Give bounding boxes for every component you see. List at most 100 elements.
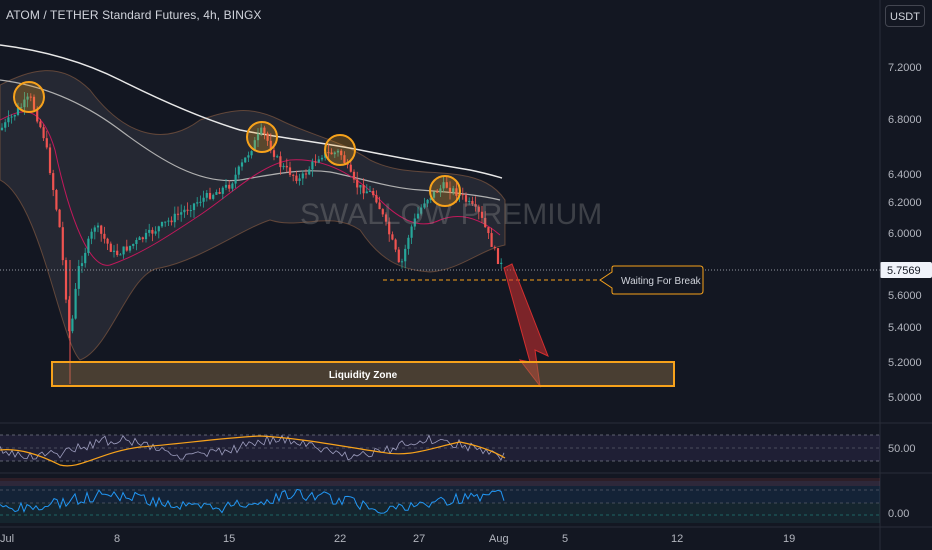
candle-body (39, 121, 42, 128)
price-tick: 6.0000 (888, 228, 922, 240)
candle-body (404, 248, 407, 262)
candle-body (189, 210, 192, 212)
candle-body (429, 197, 432, 200)
candle-body (58, 209, 61, 228)
candle-body (474, 204, 477, 207)
candle-body (487, 227, 490, 234)
candle-body (71, 318, 74, 332)
candle-body (116, 250, 119, 255)
candle-body (327, 152, 330, 154)
oscillator-pane-1: 50.00 (0, 434, 916, 467)
candle-body (16, 108, 20, 115)
candle-body (68, 299, 71, 332)
ma-mid (0, 79, 501, 201)
price-tick: 5.4000 (888, 322, 922, 334)
candle-body (397, 249, 400, 263)
candle-body (400, 261, 404, 263)
candle-body (244, 157, 247, 163)
candle-body (500, 262, 503, 264)
time-tick: 19 (783, 533, 795, 545)
candle-body (413, 218, 416, 227)
chart-title: ATOM / TETHER Standard Futures, 4h, BING… (6, 8, 262, 22)
candle-body (212, 194, 215, 199)
candle-body (288, 167, 292, 175)
currency-button[interactable]: USDT (885, 5, 925, 27)
candle-body (260, 127, 263, 134)
candle-body (128, 245, 132, 251)
ma-long (0, 44, 503, 179)
candle-body (0, 127, 4, 130)
candle-body (295, 175, 298, 181)
candle-body (436, 191, 439, 193)
candle-body (484, 217, 487, 228)
waiting-label: Waiting For Break (621, 276, 702, 287)
candle-body (256, 133, 260, 141)
candle-body (468, 200, 471, 202)
candle-body (314, 161, 317, 163)
time-tick: Aug (489, 533, 509, 545)
candle-body (423, 203, 426, 208)
candle-body (26, 96, 29, 100)
candle-body (455, 188, 458, 196)
candle-body (196, 202, 199, 204)
price-tick: 5.0000 (888, 392, 922, 404)
time-tick: 22 (334, 533, 346, 545)
candle-body (218, 192, 221, 194)
candle-body (7, 117, 10, 123)
candle-body (336, 150, 340, 153)
price-tick: 6.4000 (888, 169, 922, 181)
ma-short (0, 111, 501, 266)
candle-body (269, 140, 272, 151)
candle-body (432, 191, 436, 198)
candle-body (160, 221, 164, 227)
candle-body (359, 185, 362, 188)
candle-body (253, 140, 256, 152)
candle-body (384, 214, 388, 222)
candle-body (416, 213, 420, 219)
candle-body (87, 238, 90, 253)
current-price-value: 5.7569 (887, 265, 921, 277)
candle-body (304, 173, 308, 175)
candle-body (215, 192, 218, 195)
candle-body (32, 96, 36, 110)
watermark: SWALLOW PREMIUM (300, 198, 602, 231)
candle-body (420, 207, 423, 214)
candle-body (4, 122, 7, 128)
candle-body (199, 201, 202, 203)
candle-body (119, 254, 122, 256)
price-tick: 6.2000 (888, 197, 922, 209)
current-price-tag (880, 262, 932, 278)
candle-body (442, 182, 445, 189)
candle-body (180, 212, 183, 215)
candle-body (240, 162, 244, 167)
candle-body (234, 174, 237, 184)
candle-body (388, 221, 391, 235)
candle-body (356, 179, 359, 188)
candle-body (445, 182, 448, 188)
candle-body (141, 237, 144, 240)
candle-body (23, 99, 26, 108)
candle-body (112, 250, 116, 252)
candle-body (52, 173, 55, 191)
candle-body (61, 227, 64, 261)
candle-body (154, 231, 157, 234)
candle-body (250, 151, 253, 156)
candle-body (74, 288, 77, 319)
candle-body (106, 238, 109, 244)
candle-body (308, 169, 311, 175)
candle-body (493, 246, 496, 249)
candle-body (452, 188, 455, 193)
candle-body (144, 232, 148, 240)
waiting-callout: Waiting For Break (599, 265, 704, 295)
candle-body (368, 190, 372, 192)
candle-body (461, 194, 464, 196)
candle-body (464, 195, 468, 202)
candle-body (77, 266, 80, 289)
candle-body (151, 229, 154, 234)
candle-body (298, 178, 301, 181)
candle-body (311, 161, 314, 170)
candle-body (272, 150, 276, 157)
time-tick: Jul (0, 533, 14, 545)
candle-body (132, 243, 135, 246)
